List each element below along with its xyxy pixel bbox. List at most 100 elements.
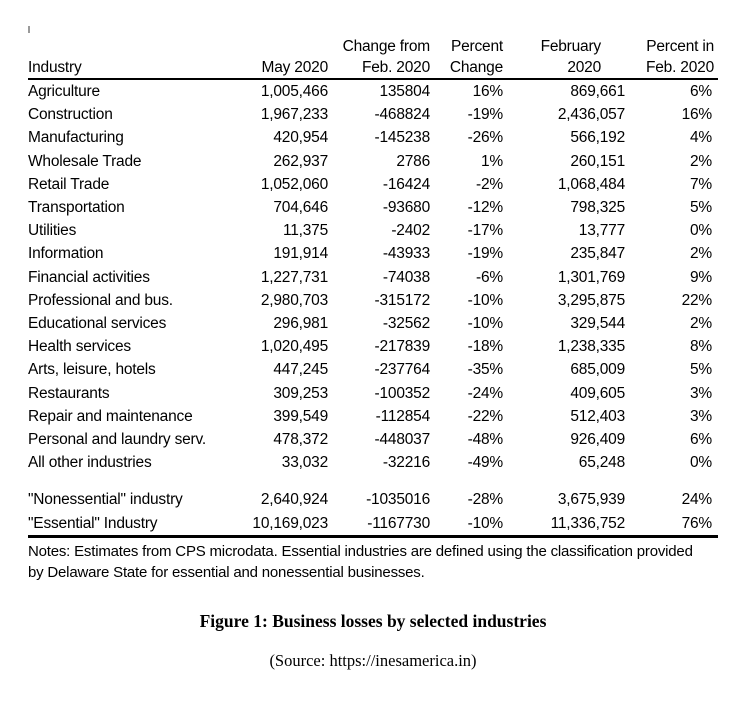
cell-value: -49%: [467, 454, 503, 472]
cell-value: 478,372: [273, 431, 328, 449]
cell-value: 16%: [681, 106, 713, 124]
cell-value: -32562: [382, 315, 430, 333]
row-label: Educational services: [28, 315, 167, 333]
cell-value: 24%: [681, 491, 713, 509]
cell-value: 191,914: [273, 245, 328, 263]
cell-value: 1,967,233: [260, 106, 328, 124]
table-row: Wholesale Trade 262,937 2786 1% 260,151 2%: [28, 150, 718, 173]
cell-value: 2,980,703: [260, 291, 328, 309]
cell-value: -17%: [467, 222, 503, 240]
row-label: Information: [28, 245, 104, 263]
row-label: Retail Trade: [28, 175, 110, 193]
table-row: Arts, leisure, hotels 447,245 -237764 -35% 6…: [28, 358, 718, 381]
table-body: Agriculture 1,005,466 135804 16% 869,661 6% Co…: [28, 79, 718, 538]
cell-value: 3%: [689, 407, 712, 425]
cell-value: 309,253: [273, 384, 328, 402]
cell-value: -32216: [382, 454, 430, 472]
cell-value: 5%: [689, 199, 712, 217]
header-line1: Percent: [450, 38, 503, 55]
row-label: Manufacturing: [28, 129, 124, 147]
cell-value: 11,336,752: [503, 511, 625, 538]
row-label: "Nonessential" industry: [28, 491, 183, 509]
row-label: Utilities: [28, 222, 77, 240]
stray-mark: [28, 26, 30, 33]
table-row: Construction 1,967,233 -468824 -19% 2,436,05…: [28, 103, 718, 126]
row-label: Agriculture: [28, 83, 100, 100]
cell-value: -2402: [391, 222, 430, 240]
table-row: Financial activities 1,227,731 -74038 -6% 1,…: [28, 266, 718, 289]
cell-value: 235,847: [570, 245, 625, 263]
cell-value: 926,409: [570, 431, 625, 449]
cell-value: 76%: [625, 511, 718, 538]
cell-value: -19%: [467, 106, 503, 124]
cell-value: 65,248: [578, 454, 625, 472]
header-row: Industry May 2020 Change from Feb. 2020 …: [28, 36, 718, 80]
header-line1: February: [540, 38, 602, 55]
spacer-row: [28, 474, 718, 488]
cell-value: -448037: [374, 431, 430, 449]
column-header-industry: Industry: [28, 36, 240, 80]
cell-value: -10%: [467, 291, 503, 309]
cell-value: 0%: [689, 222, 712, 240]
cell-value: -315172: [374, 291, 430, 309]
cell-value: -48%: [467, 431, 503, 449]
table-row: Personal and laundry serv. 478,372 -448037…: [28, 428, 718, 451]
spacer-cell: [28, 474, 718, 488]
cell-value: -237764: [374, 361, 430, 379]
cell-value: 260,151: [570, 152, 625, 170]
cell-value: -217839: [374, 338, 430, 356]
cell-value: 409,605: [570, 384, 625, 402]
cell-value: 4%: [689, 129, 712, 147]
cell-value: 2,436,057: [557, 106, 625, 124]
cell-value: 16%: [472, 83, 503, 100]
cell-value: -18%: [467, 338, 503, 356]
table-row: Agriculture 1,005,466 135804 16% 869,661 6%: [28, 79, 718, 103]
cell-value: 512,403: [570, 407, 625, 425]
cell-value: 329,544: [570, 315, 625, 333]
cell-value: 1%: [480, 152, 503, 170]
row-label: Transportation: [28, 199, 125, 217]
cell-value: 447,245: [273, 361, 328, 379]
table-row: Transportation 704,646 -93680 -12% 798,325 5%: [28, 196, 718, 219]
cell-value: -24%: [467, 384, 503, 402]
cell-value: 13,777: [578, 222, 625, 240]
cell-value: 2%: [689, 152, 712, 170]
figure-source: (Source: https://inesamerica.in): [269, 650, 477, 670]
table-row: Utilities 11,375 -2402 -17% 13,777 0%: [28, 219, 718, 242]
header-line2: Industry: [28, 59, 82, 76]
cell-value: 135804: [379, 83, 430, 100]
header-line2: Change: [449, 59, 503, 76]
table-row: Retail Trade 1,052,060 -16424 -2% 1,068,484 7…: [28, 173, 718, 196]
table-row: Restaurants 309,253 -100352 -24% 409,605 3%: [28, 382, 718, 405]
cell-value: 869,661: [570, 83, 625, 100]
header-line2: May 2020: [261, 59, 329, 76]
cell-value: -22%: [467, 407, 503, 425]
cell-value: 3,295,875: [557, 291, 625, 309]
cell-value: -26%: [467, 129, 503, 147]
cell-value: 9%: [689, 268, 712, 286]
industry-losses-table: Industry May 2020 Change from Feb. 2020 …: [28, 36, 718, 538]
cell-value: -10%: [467, 315, 503, 333]
cell-value: 8%: [689, 338, 712, 356]
table-header: Industry May 2020 Change from Feb. 2020 …: [28, 36, 718, 80]
cell-value: 7%: [689, 175, 712, 193]
figure-caption: Figure 1: Business losses by selected in…: [199, 610, 547, 631]
cell-value: -19%: [467, 245, 503, 263]
cell-value: 1,068,484: [557, 175, 625, 193]
cell-value: 1,052,060: [260, 175, 328, 193]
cell-value: 1,301,769: [557, 268, 625, 286]
cell-value: 262,937: [273, 152, 328, 170]
cell-value: 2786: [396, 152, 430, 170]
cell-value: -2%: [476, 175, 503, 193]
cell-value: 3%: [689, 384, 712, 402]
cell-value: 1,227,731: [260, 268, 328, 286]
cell-value: 2%: [689, 245, 712, 263]
cell-value: -112854: [375, 407, 430, 425]
cell-value: 10,169,023: [240, 511, 328, 538]
column-header-change-from-feb: Change from Feb. 2020: [328, 36, 430, 80]
column-header-percent-change: Percent Change: [430, 36, 503, 80]
cell-value: -100352: [374, 384, 430, 402]
row-label: Personal and laundry serv.: [28, 431, 207, 449]
cell-value: -16424: [382, 175, 430, 193]
